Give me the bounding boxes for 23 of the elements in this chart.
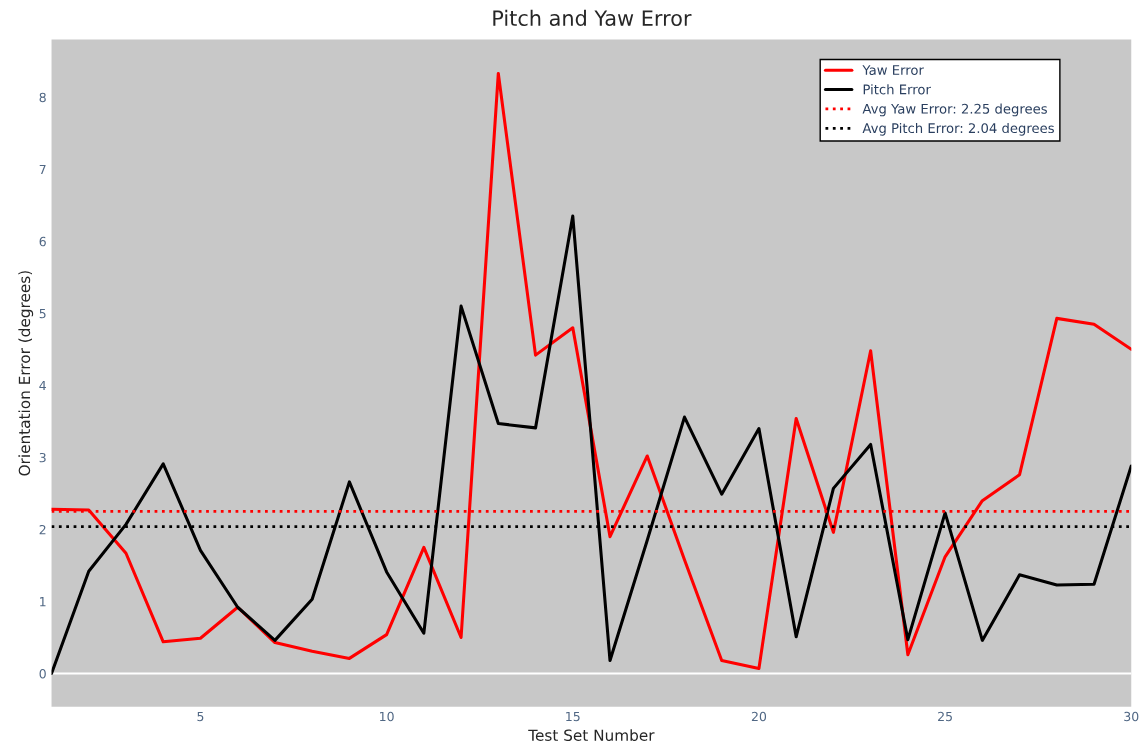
x-tick-label: 20 — [751, 711, 767, 722]
y-tick-label: 1 — [40, 597, 46, 607]
legend-label: Yaw Error — [862, 65, 924, 76]
y-tick-label: 0 — [39, 669, 46, 679]
x-tick-label: 10 — [380, 711, 394, 722]
x-axis-title: Test Set Number — [528, 729, 655, 741]
y-tick-label: 3 — [39, 452, 46, 463]
x-tick-label: 5 — [197, 711, 204, 722]
y-tick-label: 4 — [39, 381, 46, 391]
chart-title: Pitch and Yaw Error — [493, 9, 692, 26]
x-tick-label: 30 — [1124, 711, 1139, 722]
legend-label: Avg Yaw Error: 2.25 degrees — [862, 103, 1047, 117]
y-tick-label: 5 — [39, 308, 46, 319]
y-tick-label: 6 — [39, 236, 46, 247]
x-tick-label: 15 — [566, 711, 580, 722]
y-tick-label: 2 — [39, 524, 46, 535]
y-axis-title: Orientation Error (degrees) — [18, 271, 34, 476]
legend-label: Pitch Error — [863, 84, 931, 95]
x-tick-label: 25 — [938, 711, 952, 722]
line-series — [51, 214, 1132, 676]
legend-label: Avg Pitch Error: 2.04 degrees — [862, 122, 1054, 136]
y-tick-label: 8 — [39, 92, 46, 103]
y-tick-label: 7 — [39, 164, 46, 175]
